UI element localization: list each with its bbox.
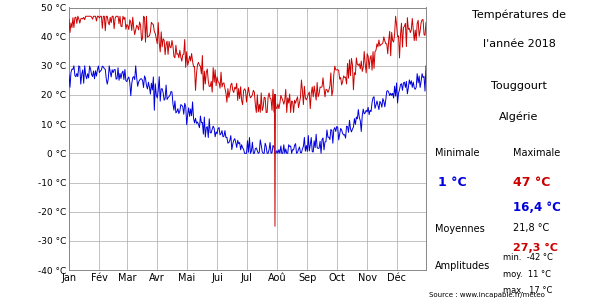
Text: max.  17 °C: max. 17 °C (503, 286, 552, 295)
Text: moy.  11 °C: moy. 11 °C (503, 270, 551, 279)
Text: Températures de: Températures de (472, 9, 566, 20)
Text: 47 °C: 47 °C (513, 176, 550, 188)
Text: l'année 2018: l'année 2018 (482, 39, 556, 49)
Text: Source : www.incapable.fr/meteo: Source : www.incapable.fr/meteo (429, 292, 545, 298)
Text: Algérie: Algérie (499, 111, 539, 122)
Text: Maximale: Maximale (513, 148, 560, 158)
Text: 1 °C: 1 °C (438, 176, 467, 188)
Text: 27,3 °C: 27,3 °C (513, 243, 558, 253)
Text: Touggourt: Touggourt (491, 81, 547, 91)
Text: Minimale: Minimale (435, 148, 479, 158)
Text: Moyennes: Moyennes (435, 224, 485, 233)
Text: Amplitudes: Amplitudes (435, 261, 490, 271)
Text: 21,8 °C: 21,8 °C (513, 224, 549, 233)
Text: 16,4 °C: 16,4 °C (513, 201, 561, 214)
Text: min.  -42 °C: min. -42 °C (503, 254, 553, 262)
